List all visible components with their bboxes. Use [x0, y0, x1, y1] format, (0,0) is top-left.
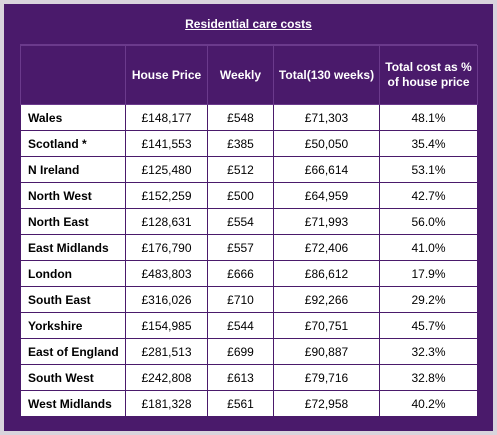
house-price-cell: £141,553 [125, 130, 208, 157]
total-cost-cell: £86,612 [273, 260, 380, 287]
house-price-cell: £152,259 [125, 182, 208, 209]
table-row: Yorkshire £154,985 £544 £70,751 45.7% [20, 312, 478, 339]
region-cell: West Midlands [20, 390, 126, 417]
pct-house-price-cell: 17.9% [379, 260, 478, 287]
region-cell: North East [20, 208, 126, 235]
header-row: House Price Weekly Total(130 weeks) Tota… [20, 45, 478, 105]
table-row: N Ireland £125,480 £512 £66,614 53.1% [20, 156, 478, 183]
weekly-cost-cell: £544 [207, 312, 274, 339]
total-cost-cell: £90,887 [273, 338, 380, 365]
pct-house-price-cell: 48.1% [379, 104, 478, 131]
weekly-cost-cell: £554 [207, 208, 274, 235]
weekly-cost-cell: £561 [207, 390, 274, 417]
table-row: Wales £148,177 £548 £71,303 48.1% [20, 104, 478, 131]
total-cost-cell: £79,716 [273, 364, 380, 391]
table-row: East of England £281,513 £699 £90,887 32.3% [20, 338, 478, 365]
house-price-cell: £281,513 [125, 338, 208, 365]
house-price-cell: £483,803 [125, 260, 208, 287]
weekly-cost-cell: £385 [207, 130, 274, 157]
table-row: South East £316,026 £710 £92,266 29.2% [20, 286, 478, 313]
house-price-cell: £242,808 [125, 364, 208, 391]
region-cell: South East [20, 286, 126, 313]
pct-house-price-cell: 42.7% [379, 182, 478, 209]
table-row: London £483,803 £666 £86,612 17.9% [20, 260, 478, 287]
region-cell: South West [20, 364, 126, 391]
header-total: Total(130 weeks) [273, 45, 380, 105]
header-pct-house-price: Total cost as % of house price [379, 45, 478, 105]
region-cell: North West [20, 182, 126, 209]
table-row: East Midlands £176,790 £557 £72,406 41.0% [20, 234, 478, 261]
pct-house-price-cell: 41.0% [379, 234, 478, 261]
region-cell: London [20, 260, 126, 287]
total-cost-cell: £92,266 [273, 286, 380, 313]
house-price-cell: £148,177 [125, 104, 208, 131]
care-costs-panel: Residential care costs House Price Weekl… [4, 4, 493, 431]
weekly-cost-cell: £557 [207, 234, 274, 261]
table-row: Scotland * £141,553 £385 £50,050 35.4% [20, 130, 478, 157]
total-cost-cell: £50,050 [273, 130, 380, 157]
pct-house-price-cell: 45.7% [379, 312, 478, 339]
weekly-cost-cell: £512 [207, 156, 274, 183]
care-costs-table: House Price Weekly Total(130 weeks) Tota… [20, 45, 478, 417]
house-price-cell: £128,631 [125, 208, 208, 235]
region-cell: Wales [20, 104, 126, 131]
header-house-price: House Price [125, 45, 208, 105]
total-cost-cell: £71,303 [273, 104, 380, 131]
house-price-cell: £125,480 [125, 156, 208, 183]
region-cell: East of England [20, 338, 126, 365]
total-cost-cell: £72,958 [273, 390, 380, 417]
pct-house-price-cell: 53.1% [379, 156, 478, 183]
header-weekly: Weekly [207, 45, 274, 105]
region-cell: East Midlands [20, 234, 126, 261]
total-cost-cell: £72,406 [273, 234, 380, 261]
pct-house-price-cell: 32.3% [379, 338, 478, 365]
house-price-cell: £176,790 [125, 234, 208, 261]
region-cell: Scotland * [20, 130, 126, 157]
total-cost-cell: £70,751 [273, 312, 380, 339]
region-cell: Yorkshire [20, 312, 126, 339]
total-cost-cell: £64,959 [273, 182, 380, 209]
pct-house-price-cell: 29.2% [379, 286, 478, 313]
table-title: Residential care costs [20, 4, 477, 45]
weekly-cost-cell: £613 [207, 364, 274, 391]
region-cell: N Ireland [20, 156, 126, 183]
table-row: West Midlands £181,328 £561 £72,958 40.2% [20, 390, 478, 417]
total-cost-cell: £66,614 [273, 156, 380, 183]
table-row: North West £152,259 £500 £64,959 42.7% [20, 182, 478, 209]
house-price-cell: £316,026 [125, 286, 208, 313]
pct-house-price-cell: 40.2% [379, 390, 478, 417]
weekly-cost-cell: £548 [207, 104, 274, 131]
table-row: North East £128,631 £554 £71,993 56.0% [20, 208, 478, 235]
total-cost-cell: £71,993 [273, 208, 380, 235]
pct-house-price-cell: 56.0% [379, 208, 478, 235]
weekly-cost-cell: £666 [207, 260, 274, 287]
weekly-cost-cell: £500 [207, 182, 274, 209]
table-row: South West £242,808 £613 £79,716 32.8% [20, 364, 478, 391]
weekly-cost-cell: £710 [207, 286, 274, 313]
house-price-cell: £154,985 [125, 312, 208, 339]
weekly-cost-cell: £699 [207, 338, 274, 365]
pct-house-price-cell: 35.4% [379, 130, 478, 157]
header-region [20, 45, 126, 105]
house-price-cell: £181,328 [125, 390, 208, 417]
pct-house-price-cell: 32.8% [379, 364, 478, 391]
